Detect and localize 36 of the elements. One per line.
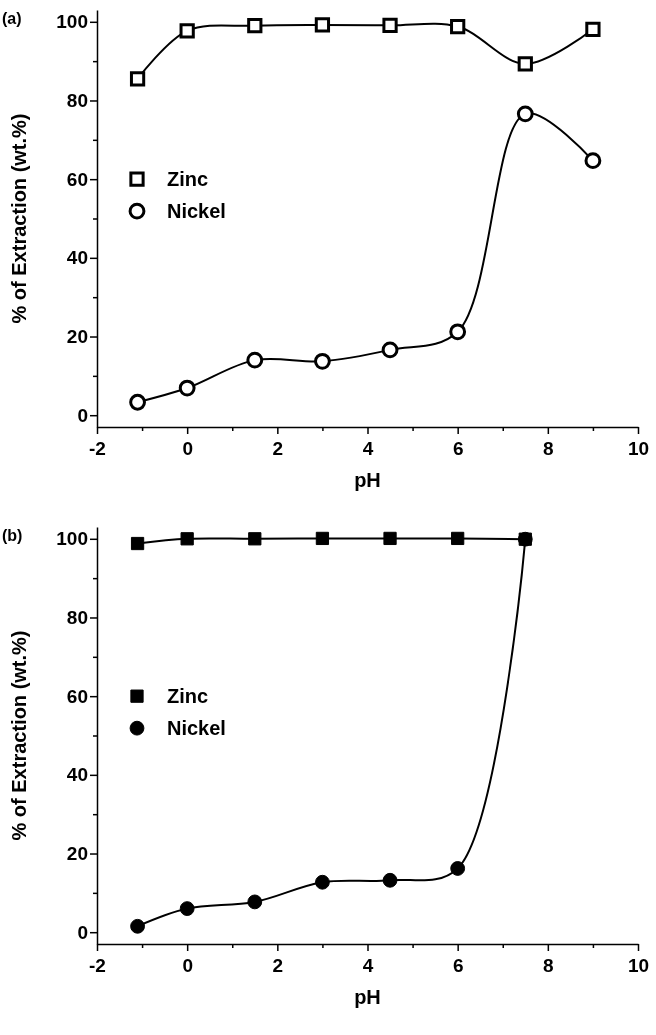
x-axis-title: pH (354, 986, 381, 1008)
x-axis-title: pH (354, 469, 381, 491)
x-tick-label: -2 (89, 955, 106, 976)
y-tick-label: 0 (77, 921, 88, 943)
x-tick-label: 0 (182, 438, 193, 459)
y-tick-label: 60 (66, 168, 88, 190)
x-tick-label: 10 (627, 955, 650, 976)
x-tick-label: -2 (89, 438, 106, 459)
legend-label: Nickel (167, 717, 226, 740)
chart-title: (a) (2, 10, 22, 27)
y-tick-label: 100 (56, 11, 88, 33)
legend-label: Nickel (167, 200, 226, 223)
y-tick-label: 80 (66, 607, 88, 629)
y-tick-label: 100 (56, 528, 88, 550)
legend-label: Zinc (167, 685, 209, 708)
x-tick-label: 6 (452, 955, 464, 976)
x-tick-label: 8 (543, 955, 554, 976)
x-tick-label: 4 (362, 438, 374, 459)
y-tick-label: 40 (66, 247, 88, 269)
x-tick-label: 2 (272, 955, 284, 976)
y-tick-label: 80 (66, 90, 88, 112)
y-tick-label: 0 (77, 404, 88, 426)
x-tick-label: 0 (182, 955, 193, 976)
y-tick-label: 40 (66, 764, 88, 786)
x-tick-label: 6 (452, 438, 464, 459)
chart-title: (b) (2, 527, 23, 544)
y-tick-label: 20 (66, 326, 88, 348)
x-tick-label: 10 (627, 438, 650, 459)
legend-label: Zinc (167, 168, 209, 191)
y-axis-title: % of Extraction (wt.%) (8, 113, 30, 324)
x-tick-label: 8 (543, 438, 554, 459)
x-tick-label: 4 (362, 955, 374, 976)
y-tick-label: 20 (66, 843, 88, 865)
y-axis-title: % of Extraction (wt.%) (8, 630, 30, 841)
y-tick-label: 60 (66, 685, 88, 707)
x-tick-label: 2 (272, 438, 284, 459)
